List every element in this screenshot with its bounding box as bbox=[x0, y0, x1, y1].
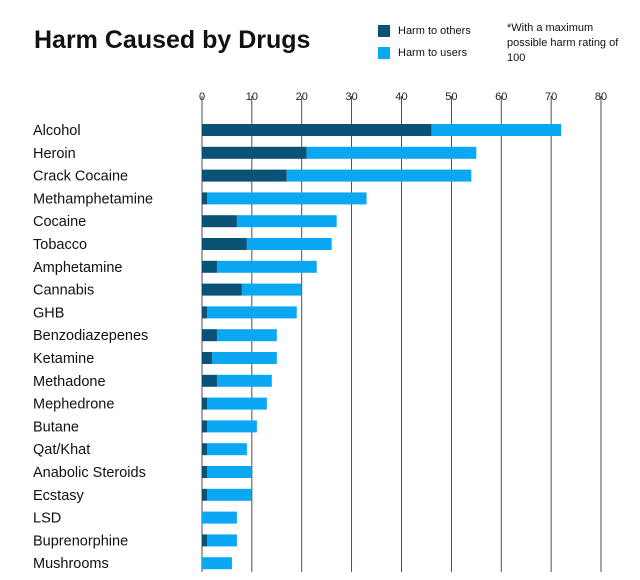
bar-users bbox=[216, 374, 272, 387]
bar-users bbox=[246, 238, 332, 250]
bar-others bbox=[202, 215, 237, 228]
bar-others bbox=[202, 329, 217, 342]
bar-others bbox=[202, 443, 207, 456]
bar-others bbox=[202, 306, 207, 319]
bar-users bbox=[431, 124, 562, 136]
category-label: Methadone bbox=[33, 374, 106, 390]
bar-users bbox=[216, 260, 317, 273]
category-label: Benzodiazepenes bbox=[33, 328, 148, 344]
bar-others bbox=[202, 420, 207, 433]
category-label: Cocaine bbox=[33, 214, 86, 230]
legend-swatch-users bbox=[378, 47, 390, 59]
bar-others bbox=[202, 466, 207, 478]
category-label: GHB bbox=[33, 305, 64, 321]
legend-item-harm-to-users: Harm to users bbox=[378, 44, 471, 62]
bar-users bbox=[206, 443, 247, 456]
chart-title: Harm Caused by Drugs bbox=[34, 26, 311, 54]
x-tick-label: 0 bbox=[199, 91, 205, 103]
category-label: Mushrooms bbox=[33, 556, 109, 572]
x-tick-label: 60 bbox=[495, 91, 507, 103]
x-tick-label: 30 bbox=[346, 91, 358, 103]
bar-users bbox=[206, 534, 237, 547]
category-label: Buprenorphine bbox=[33, 533, 128, 549]
category-label: Butane bbox=[33, 419, 79, 435]
legend: Harm to others Harm to users bbox=[378, 22, 471, 66]
bar-others bbox=[202, 260, 217, 273]
bar-others bbox=[202, 352, 212, 364]
bar-others bbox=[202, 238, 247, 250]
bar-users bbox=[206, 466, 252, 478]
bar-others bbox=[202, 283, 242, 296]
bar-others bbox=[202, 374, 217, 387]
bars bbox=[202, 124, 562, 570]
legend-label-others: Harm to others bbox=[398, 25, 471, 37]
bar-users bbox=[236, 215, 337, 228]
bar-users bbox=[202, 511, 237, 524]
bar-others bbox=[202, 534, 207, 547]
category-label: Crack Cocaine bbox=[33, 169, 128, 185]
bar-users bbox=[216, 329, 277, 342]
bar-others bbox=[202, 169, 287, 182]
x-tick-label: 10 bbox=[246, 91, 258, 103]
bar-users bbox=[206, 192, 367, 205]
bar-others bbox=[202, 124, 432, 136]
x-tick-label: 50 bbox=[445, 91, 457, 103]
legend-label-users: Harm to users bbox=[398, 47, 468, 59]
category-label: Alcohol bbox=[33, 123, 81, 139]
category-label: Heroin bbox=[33, 146, 76, 162]
bar-users bbox=[211, 352, 277, 364]
category-labels: Alcohol Heroin Crack Cocaine Methamphetamin… bbox=[33, 123, 153, 572]
bar-others bbox=[202, 146, 307, 159]
x-tick-label: 70 bbox=[545, 91, 557, 103]
x-tick-label: 20 bbox=[296, 91, 308, 103]
max-rating-note: *With a maximum possible harm rating of … bbox=[507, 22, 619, 64]
category-label: Qat/Khat bbox=[33, 442, 90, 458]
bar-others bbox=[202, 397, 207, 410]
bar-others bbox=[202, 192, 207, 205]
legend-item-harm-to-others: Harm to others bbox=[378, 22, 471, 40]
category-label: Ecstasy bbox=[33, 488, 85, 504]
bar-users bbox=[306, 146, 477, 159]
category-label: Cannabis bbox=[33, 283, 94, 299]
category-label: Ketamine bbox=[33, 351, 94, 367]
bar-users bbox=[206, 420, 257, 433]
category-label: Amphetamine bbox=[33, 260, 122, 276]
bar-users bbox=[202, 557, 232, 570]
bar-users bbox=[206, 306, 297, 319]
category-label: Tobacco bbox=[33, 237, 87, 253]
bar-users bbox=[241, 283, 302, 296]
bar-users bbox=[206, 397, 267, 410]
bar-users bbox=[286, 169, 472, 182]
x-tick-label: 40 bbox=[395, 91, 407, 103]
category-label: LSD bbox=[33, 511, 61, 527]
category-label: Mephedrone bbox=[33, 397, 114, 413]
bar-others bbox=[202, 488, 207, 501]
category-label: Anabolic Steroids bbox=[33, 465, 146, 481]
bar-users bbox=[206, 488, 252, 501]
category-label: Methamphetamine bbox=[33, 191, 153, 207]
x-tick-label: 80 bbox=[595, 91, 607, 103]
x-axis-ticks: 0 10 20 30 40 50 60 70 80 bbox=[199, 91, 607, 103]
legend-swatch-others bbox=[378, 25, 390, 37]
